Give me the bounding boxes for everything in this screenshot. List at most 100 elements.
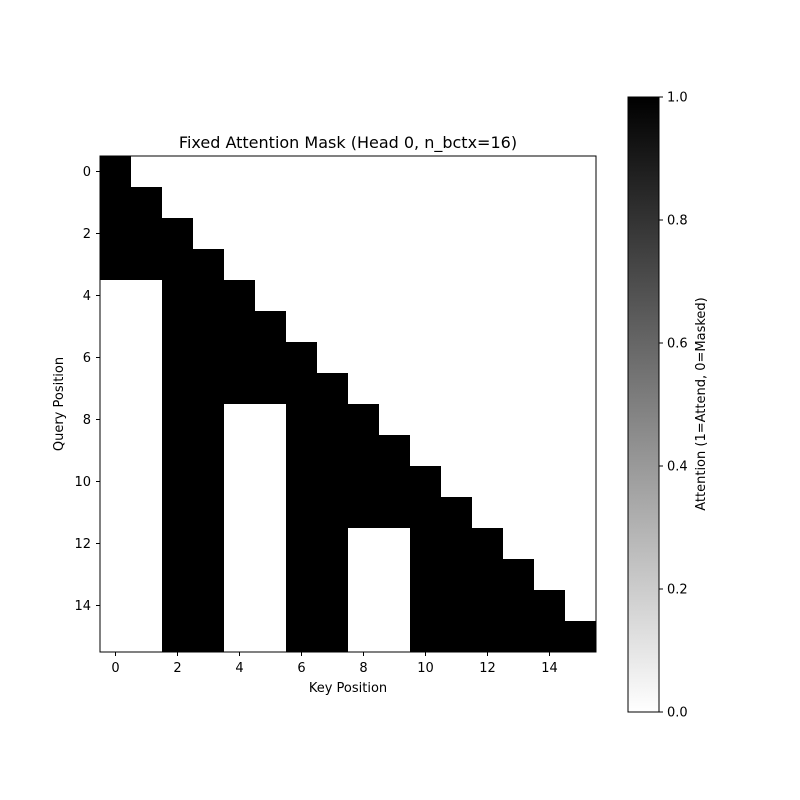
y-tick-label: 14: [74, 599, 91, 614]
heatmap-cell: [565, 528, 597, 560]
heatmap-cell: [286, 497, 318, 529]
heatmap-cell: [379, 621, 411, 653]
heatmap-cell: [317, 249, 349, 281]
heatmap-cell: [224, 559, 256, 591]
heatmap-cell: [534, 466, 566, 498]
heatmap-cell: [503, 218, 535, 250]
heatmap-cell: [286, 590, 318, 622]
heatmap-cell: [100, 559, 132, 591]
heatmap-cell: [131, 280, 163, 312]
heatmap-cell: [224, 218, 256, 250]
heatmap-cell: [100, 249, 132, 281]
heatmap-cell: [162, 621, 194, 653]
heatmap-cell: [410, 621, 442, 653]
heatmap-cell: [472, 404, 504, 436]
heatmap-cell: [503, 559, 535, 591]
heatmap-cell: [348, 621, 380, 653]
heatmap-cell: [534, 342, 566, 374]
heatmap-cell: [255, 156, 287, 188]
heatmap-cell: [286, 528, 318, 560]
heatmap-cell: [162, 373, 194, 405]
heatmap-cell: [317, 559, 349, 591]
heatmap-cell: [410, 404, 442, 436]
heatmap-cell: [131, 466, 163, 498]
heatmap-cell: [131, 621, 163, 653]
heatmap-cell: [224, 342, 256, 374]
heatmap-cell: [410, 435, 442, 467]
heatmap-cell: [193, 311, 225, 343]
heatmap-cell: [100, 528, 132, 560]
heatmap-cell: [503, 280, 535, 312]
heatmap-cell: [224, 373, 256, 405]
heatmap-cell: [565, 342, 597, 374]
heatmap-cell: [131, 590, 163, 622]
heatmap-cell: [472, 156, 504, 188]
heatmap-cell: [286, 621, 318, 653]
heatmap-cell: [565, 373, 597, 405]
heatmap-cell: [534, 187, 566, 219]
y-tick-label: 8: [83, 413, 91, 428]
heatmap-cell: [565, 466, 597, 498]
heatmap-cell: [100, 590, 132, 622]
colorbar: [627, 96, 660, 713]
y-tick-label: 2: [83, 227, 91, 242]
colorbar-tick-label: 0.4: [667, 460, 688, 475]
y-axis-label: Query Position: [52, 357, 67, 451]
heatmap-cell: [317, 497, 349, 529]
heatmap-cell: [100, 187, 132, 219]
heatmap-cell: [286, 156, 318, 188]
heatmap-cell: [503, 156, 535, 188]
heatmap-cell: [379, 249, 411, 281]
heatmap-cell: [286, 559, 318, 591]
heatmap-cell: [193, 218, 225, 250]
heatmap-cell: [317, 187, 349, 219]
heatmap-cell: [224, 187, 256, 219]
heatmap-cell: [255, 187, 287, 219]
heatmap-cell: [441, 404, 473, 436]
heatmap-cell: [255, 559, 287, 591]
x-tick-label: 10: [417, 661, 434, 676]
heatmap-cell: [534, 156, 566, 188]
heatmap-cell: [131, 311, 163, 343]
heatmap-cell: [503, 590, 535, 622]
heatmap-cell: [441, 497, 473, 529]
heatmap-cell: [162, 497, 194, 529]
heatmap-cell: [317, 435, 349, 467]
heatmap-cell: [193, 342, 225, 374]
heatmap-cell: [317, 311, 349, 343]
heatmap-cell: [379, 218, 411, 250]
heatmap-cell: [348, 590, 380, 622]
heatmap-cell: [410, 156, 442, 188]
heatmap-cell: [255, 621, 287, 653]
heatmap-cell: [534, 249, 566, 281]
heatmap-cell: [162, 187, 194, 219]
heatmap-cell: [534, 590, 566, 622]
heatmap-cell: [348, 280, 380, 312]
heatmap-cell: [348, 404, 380, 436]
heatmap-cell: [317, 342, 349, 374]
heatmap-cell: [193, 156, 225, 188]
heatmap-cell: [503, 528, 535, 560]
heatmap-cell: [472, 249, 504, 281]
heatmap-cell: [565, 590, 597, 622]
heatmap-cell: [379, 435, 411, 467]
heatmap-cell: [565, 187, 597, 219]
heatmap-cell: [100, 497, 132, 529]
heatmap-cell: [503, 621, 535, 653]
heatmap-cell: [441, 280, 473, 312]
heatmap-cell: [410, 342, 442, 374]
heatmap-cell: [441, 466, 473, 498]
heatmap-cells: [100, 156, 597, 653]
heatmap-cell: [224, 435, 256, 467]
heatmap-cell: [100, 311, 132, 343]
heatmap-cell: [472, 187, 504, 219]
heatmap-cell: [348, 559, 380, 591]
heatmap-cell: [286, 466, 318, 498]
heatmap-cell: [193, 590, 225, 622]
heatmap-cell: [100, 466, 132, 498]
heatmap-cell: [379, 156, 411, 188]
heatmap-cell: [224, 528, 256, 560]
y-axis-ticks: 0 2 4 6 8 10 12 14: [74, 165, 100, 614]
heatmap-cell: [100, 156, 132, 188]
